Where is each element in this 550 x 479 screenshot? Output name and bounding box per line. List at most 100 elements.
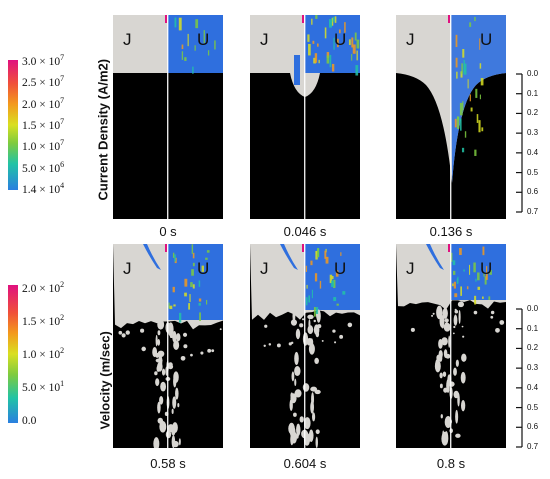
colorbar-tick-exponent: 1	[60, 379, 65, 389]
melt-droplet	[461, 353, 467, 362]
electrode-hot-edge	[448, 15, 450, 23]
melt-droplet	[294, 351, 299, 365]
velocity-streak	[198, 298, 202, 302]
field-streak	[318, 59, 320, 64]
depth-ruler-top: 0.0 0.1 0.2 0.3 0.4 0.5 0.6 0.7	[510, 69, 550, 222]
melt-droplet	[307, 325, 314, 335]
splash-droplet	[180, 355, 186, 361]
field-streak	[469, 94, 471, 102]
field-streak	[461, 147, 465, 153]
colorbar-tick-exponent: 2	[60, 346, 65, 356]
melt-droplet	[448, 335, 451, 348]
velocity-streak	[342, 291, 346, 295]
velocity-streak	[192, 284, 195, 289]
region-label-u: U	[480, 259, 492, 278]
colorbar-tick-label: 2.5 × 107	[22, 74, 65, 89]
colorbar-tick-label: 0.0	[22, 415, 36, 427]
ruler-tick-label: 0.0	[527, 304, 539, 313]
colorbar-tick-exponent: 2	[60, 280, 65, 290]
melt-droplet	[444, 322, 450, 330]
melt-droplet	[307, 314, 314, 320]
colorbar-tick-mantissa: 1.4 × 10	[22, 184, 61, 196]
field-streak	[214, 40, 216, 50]
velocity-streak	[305, 265, 308, 272]
velocity-streak	[477, 272, 480, 281]
velocity-streak	[168, 302, 170, 309]
splash-droplet	[462, 335, 465, 338]
field-streak	[351, 53, 353, 61]
field-streak	[344, 22, 346, 33]
splash-droplet	[321, 339, 324, 342]
splash-droplet	[454, 309, 459, 314]
ruler-tick-label: 0.1	[527, 323, 539, 333]
field-streak	[195, 19, 199, 29]
field-streak	[348, 39, 351, 45]
velocity-colorbar: 2.0 × 102 1.5 × 102 1.0 × 102 5.0 × 101 0.0	[8, 280, 108, 430]
velocity-streak	[173, 304, 176, 307]
melt-droplet	[168, 362, 173, 368]
velocity-jet	[280, 244, 298, 270]
velocity-streak	[169, 305, 173, 310]
field-streak	[329, 19, 332, 28]
field-streak	[460, 71, 463, 78]
melt-droplet	[157, 339, 161, 346]
splash-droplet	[454, 308, 457, 311]
electrode-hot-edge	[302, 15, 304, 23]
velocity-streak	[313, 307, 316, 317]
colorbar-tick-label: 1.5 × 102	[22, 314, 64, 328]
field-streak	[181, 44, 184, 50]
electrode-hot-edge	[448, 244, 450, 252]
melt-droplet	[457, 301, 465, 308]
splash-droplet	[183, 344, 188, 349]
current-colorbar-gradient	[8, 60, 18, 190]
ruler-scale	[516, 308, 523, 448]
field-streak	[355, 65, 359, 76]
field-streak	[333, 37, 335, 50]
field-streak	[331, 63, 335, 72]
splash-droplet	[431, 314, 434, 317]
field-streak	[307, 34, 310, 42]
splash-droplet	[495, 327, 500, 333]
colorbar-tick-exponent: 7	[60, 74, 65, 84]
field-streak	[326, 55, 330, 64]
ruler-scale	[516, 73, 523, 213]
field-streak	[194, 45, 196, 51]
field-streak	[470, 107, 473, 112]
center-divider	[167, 244, 169, 448]
melt-droplet	[293, 412, 297, 417]
splash-droplet	[473, 310, 478, 315]
splash-droplet	[347, 322, 353, 328]
field-streak	[207, 50, 210, 56]
velocity-streak	[333, 297, 337, 302]
velocity-streak	[315, 307, 319, 315]
splash-droplet	[313, 319, 317, 323]
time-label: 0.136 s	[429, 224, 473, 239]
ruler-tick-label: 0.5	[527, 402, 539, 412]
melt-droplet	[295, 328, 301, 340]
colorbar-tick-exponent: 7	[60, 95, 65, 105]
melt-droplet	[310, 338, 314, 349]
melt-droplet	[294, 378, 297, 387]
velocity-streak	[482, 296, 484, 299]
field-streak	[356, 39, 360, 49]
velocity-streak	[306, 284, 308, 289]
splash-droplet	[268, 343, 272, 346]
field-streak	[338, 29, 341, 34]
velocity-streak	[311, 289, 313, 299]
melt-droplet	[299, 323, 304, 328]
colorbar-tick-label: 2.0 × 107	[22, 95, 65, 110]
melt-droplet	[302, 383, 310, 392]
melt-droplet	[154, 371, 158, 376]
velocity-streak	[477, 286, 481, 290]
splash-droplet	[332, 329, 336, 333]
velocity-streak	[172, 286, 175, 293]
velocity-streak	[469, 264, 471, 275]
field-streak	[311, 18, 313, 25]
velocity-streak	[188, 303, 191, 310]
velocity-streak	[488, 296, 491, 300]
colorbar-tick-exponent: 4	[60, 181, 65, 191]
colorbar-tick-mantissa: 1.5 × 10	[22, 120, 61, 132]
center-divider	[450, 15, 452, 219]
field-streak	[475, 88, 478, 98]
